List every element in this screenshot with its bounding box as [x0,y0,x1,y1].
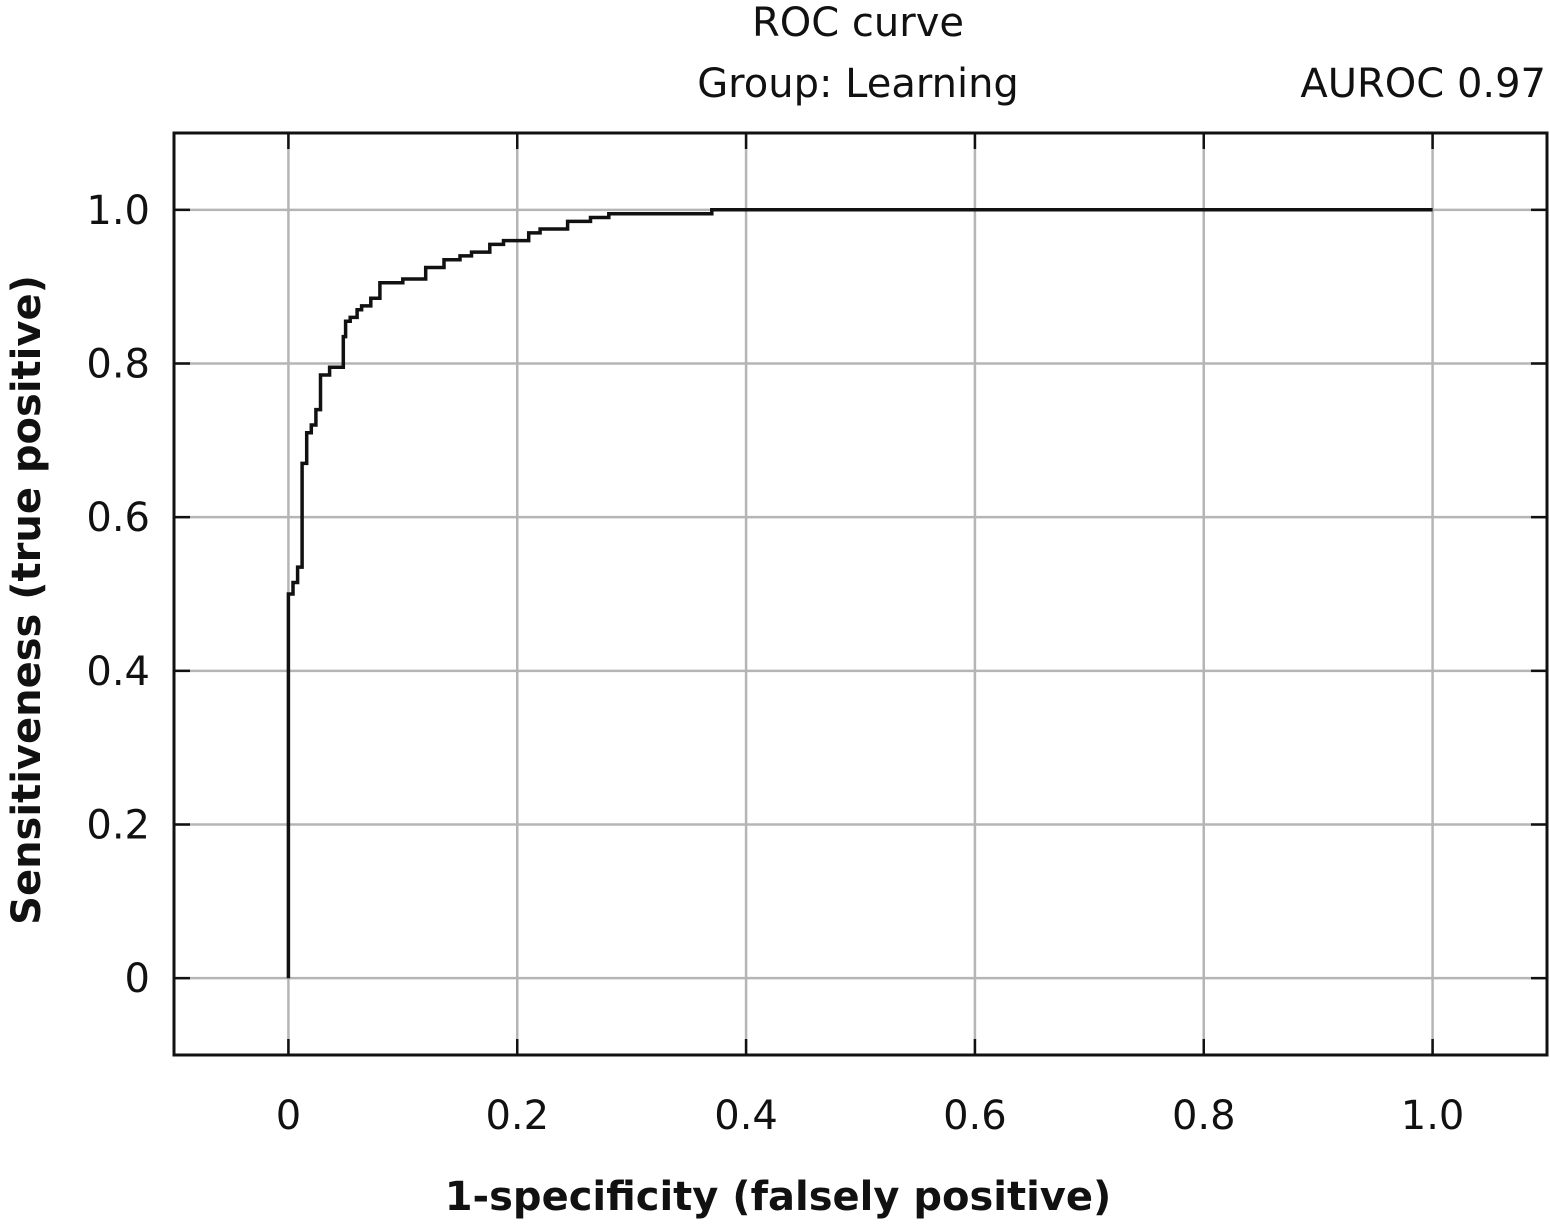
y-tick-labels: 0 0.2 0.4 0.6 0.8 1.0 [86,188,150,1002]
x-tick-label: 0.4 [714,1093,778,1139]
y-tick-label: 0.8 [86,342,150,388]
x-tick-label: 0.2 [485,1093,549,1139]
roc-curve-line [286,208,1433,979]
auroc-annotation: AUROC 0.97 [1300,61,1546,107]
y-tick-label: 0.4 [86,649,150,695]
y-tick-label: 1.0 [86,188,150,234]
grid-lines [174,133,1547,1055]
y-axis-label: Sensitiveness (true positive) [4,275,50,925]
x-tick-labels: 0 0.2 0.4 0.6 0.8 1.0 [276,1093,1465,1139]
x-axis-label: 1-specificity (falsely positive) [445,1174,1112,1220]
tick-marks [174,133,1547,1055]
x-tick-label: 0.6 [943,1093,1007,1139]
y-tick-label: 0 [125,956,150,1002]
chart-subtitle: Group: Learning [697,61,1019,107]
x-tick-label: 0 [276,1093,301,1139]
chart-title: ROC curve [752,0,964,46]
x-tick-label: 1.0 [1401,1093,1465,1139]
plot-frame [172,131,1549,1057]
y-tick-label: 0.2 [86,803,150,849]
x-tick-label: 0.8 [1172,1093,1236,1139]
y-tick-label: 0.6 [86,495,150,541]
